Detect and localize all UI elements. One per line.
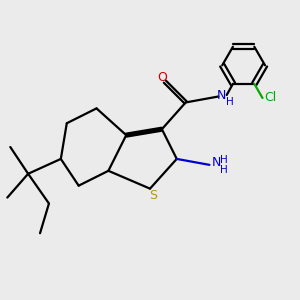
Text: S: S xyxy=(150,189,158,202)
Text: H: H xyxy=(220,154,228,164)
Text: Cl: Cl xyxy=(265,92,277,104)
Text: H: H xyxy=(226,97,234,107)
Text: N: N xyxy=(211,156,221,169)
Text: O: O xyxy=(157,71,167,84)
Text: H: H xyxy=(220,165,228,175)
Text: N: N xyxy=(217,88,226,101)
